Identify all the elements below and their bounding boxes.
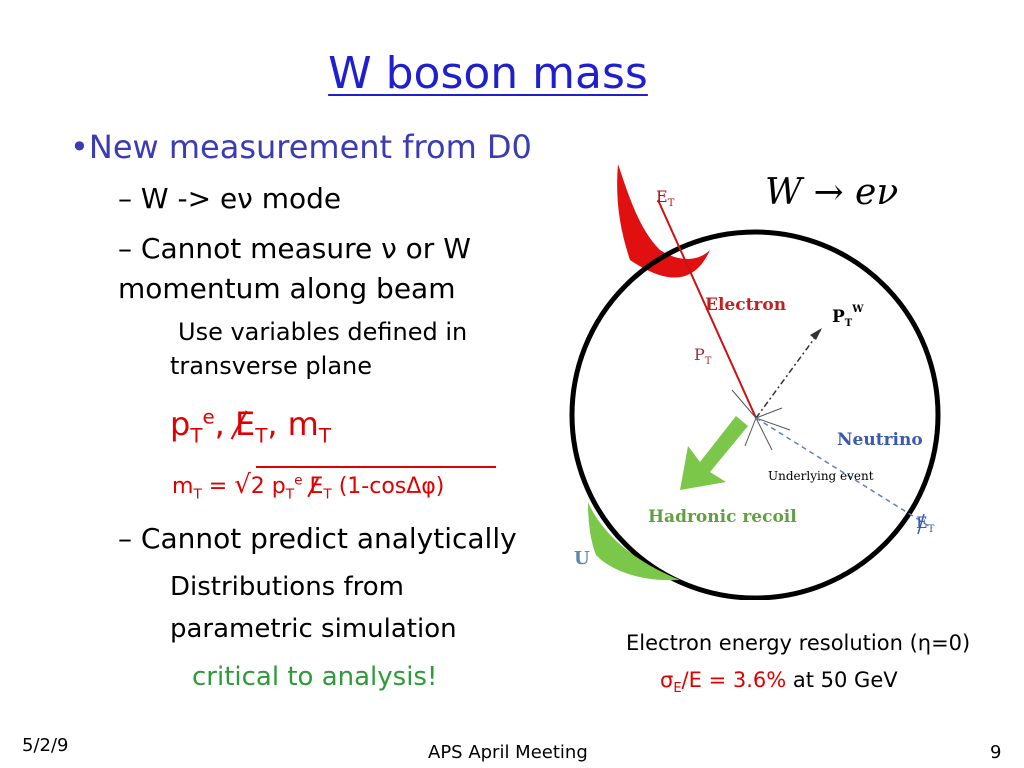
w-decay-diagram: W → eν ET Electron PTW PT Neutrino Under… bbox=[569, 164, 941, 600]
formula-m-sub: T bbox=[318, 424, 331, 448]
mt-p-sub: T bbox=[285, 486, 295, 503]
use-variables-line2: transverse plane bbox=[170, 352, 373, 380]
formula-met-sub: T bbox=[255, 424, 268, 448]
mt-eq: = bbox=[208, 474, 228, 499]
mt-p-sup: e bbox=[294, 472, 303, 489]
bullet-cannot-measure-1: – Cannot measure ν or W bbox=[118, 232, 471, 265]
formula-comma: , bbox=[214, 405, 225, 443]
sqrt-sign: √ bbox=[234, 470, 251, 500]
formula-m: m bbox=[287, 405, 319, 443]
formula-p: p bbox=[170, 405, 191, 443]
critical-text: critical to analysis! bbox=[192, 662, 438, 692]
footer-date: 5/2/9 bbox=[22, 735, 69, 756]
u-label: U bbox=[574, 548, 590, 569]
resolution-value: /E = 3.6% bbox=[681, 668, 787, 692]
w-pt-arrowhead bbox=[810, 328, 822, 340]
recoil-energy-flame bbox=[588, 502, 680, 581]
formula-met: E bbox=[234, 405, 256, 443]
formula-comma: , bbox=[267, 405, 278, 443]
neutrino-label: Neutrino bbox=[837, 430, 923, 450]
use-variables-line1: Use variables defined in bbox=[178, 318, 468, 346]
mt-met: E bbox=[309, 474, 324, 499]
formula-variables: pTe, ET, mT bbox=[170, 405, 331, 447]
sigma-sub: E bbox=[673, 681, 682, 697]
mt-m: m bbox=[172, 474, 194, 499]
sqrt-bar bbox=[256, 466, 496, 468]
electron-label: Electron bbox=[705, 295, 786, 315]
bullet-cannot-measure-2: momentum along beam bbox=[118, 272, 456, 305]
mt-met-sub: T bbox=[323, 486, 332, 503]
resolution-line2: σE/E = 3.6% at 50 GeV bbox=[660, 668, 898, 696]
pw-label: PTW bbox=[832, 304, 864, 329]
hadronic-label: Hadronic recoil bbox=[648, 507, 797, 527]
page-title: W boson mass bbox=[328, 48, 648, 99]
formula-p-sub: T bbox=[190, 424, 203, 448]
diagram-heading: W → eν bbox=[765, 172, 898, 213]
footer-page-number: 9 bbox=[990, 742, 1002, 763]
footer-meeting: APS April Meeting bbox=[428, 742, 588, 763]
hadronic-recoil-arrow bbox=[680, 416, 748, 490]
electron-energy-flame bbox=[617, 164, 710, 278]
formula-p-sup: e bbox=[202, 405, 215, 429]
electron-track bbox=[657, 199, 757, 419]
neutrino-track bbox=[755, 417, 933, 529]
resolution-energy: at 50 GeV bbox=[786, 668, 898, 692]
et-label: ET bbox=[656, 187, 675, 209]
distributions-line2: parametric simulation bbox=[170, 614, 457, 644]
sigma-symbol: σ bbox=[660, 668, 674, 692]
bullet-main: •New measurement from D0 bbox=[70, 128, 532, 166]
mt-sub: T bbox=[193, 486, 202, 503]
underlying-label: Underlying event bbox=[768, 469, 874, 483]
mt-two-p: 2 p bbox=[250, 474, 286, 499]
underlying-event-lines bbox=[731, 389, 791, 451]
bullet-mode: – W -> eν mode bbox=[118, 182, 342, 215]
w-pt-arrow bbox=[755, 327, 823, 419]
met-slash bbox=[917, 513, 925, 535]
mt-cos: (1-cosΔφ) bbox=[338, 474, 445, 499]
resolution-line1: Electron energy resolution (η=0) bbox=[626, 631, 971, 655]
formula-mt: mT = √2 pTe ET (1-cosΔφ) bbox=[172, 470, 444, 502]
distributions-line1: Distributions from bbox=[170, 572, 404, 602]
bullet-cannot-predict: – Cannot predict analytically bbox=[118, 522, 517, 555]
detector-circle bbox=[569, 229, 941, 600]
pt-label: PT bbox=[694, 345, 712, 367]
